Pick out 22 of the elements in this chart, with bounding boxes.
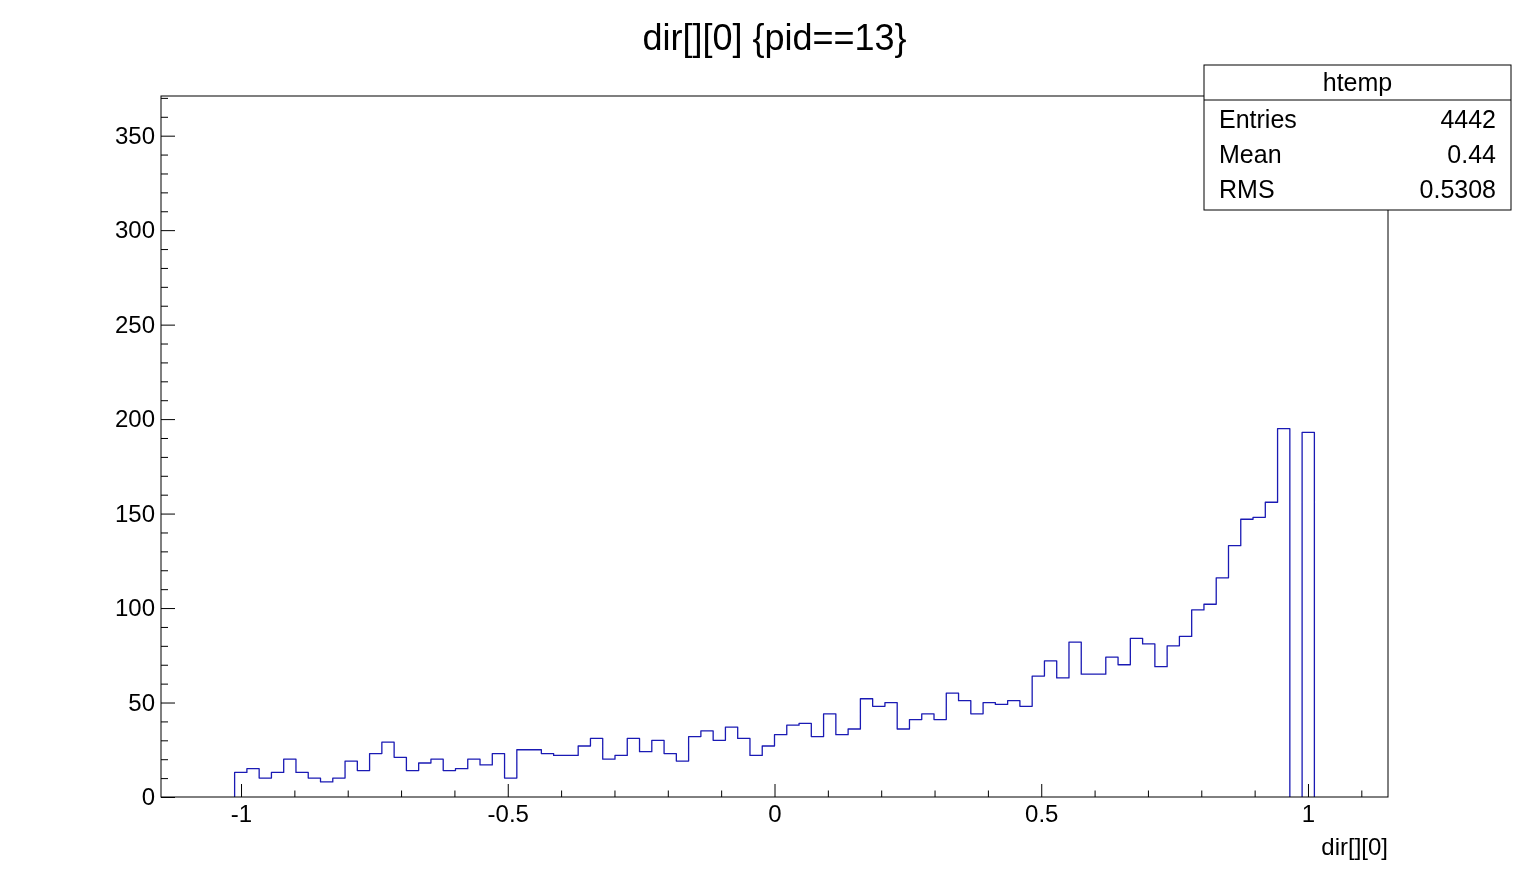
text: htemp: [1322, 68, 1393, 96]
x-tick-label: -1: [230, 800, 253, 828]
chart-title: dir[][0] {pid==13}: [642, 17, 907, 58]
y-tick-label: 350: [114, 121, 155, 149]
y-tick-label: 50: [128, 688, 155, 716]
y-tick-label: 250: [114, 310, 155, 338]
y-tick-label: 200: [114, 405, 155, 433]
y-tick-label: 150: [114, 499, 155, 527]
text: 4442: [1440, 105, 1496, 133]
x-axis-title: dir[][0]: [1321, 833, 1388, 860]
x-tick-label: 1: [1301, 800, 1316, 828]
annotation: Mean: [1219, 140, 1282, 168]
y-tick-label: 300: [114, 216, 155, 244]
x-tick-label: 0: [768, 800, 782, 828]
text: 0.44: [1447, 140, 1497, 168]
y-tick-label: 0: [141, 783, 155, 811]
text: 0.5308: [1419, 175, 1496, 203]
y-tick-label: 100: [114, 594, 155, 622]
x-tick-label: -0.5: [487, 800, 529, 828]
annotation: Entries: [1219, 105, 1297, 133]
annotation: RMS: [1219, 175, 1275, 203]
x-tick-label: 0.5: [1025, 800, 1059, 828]
